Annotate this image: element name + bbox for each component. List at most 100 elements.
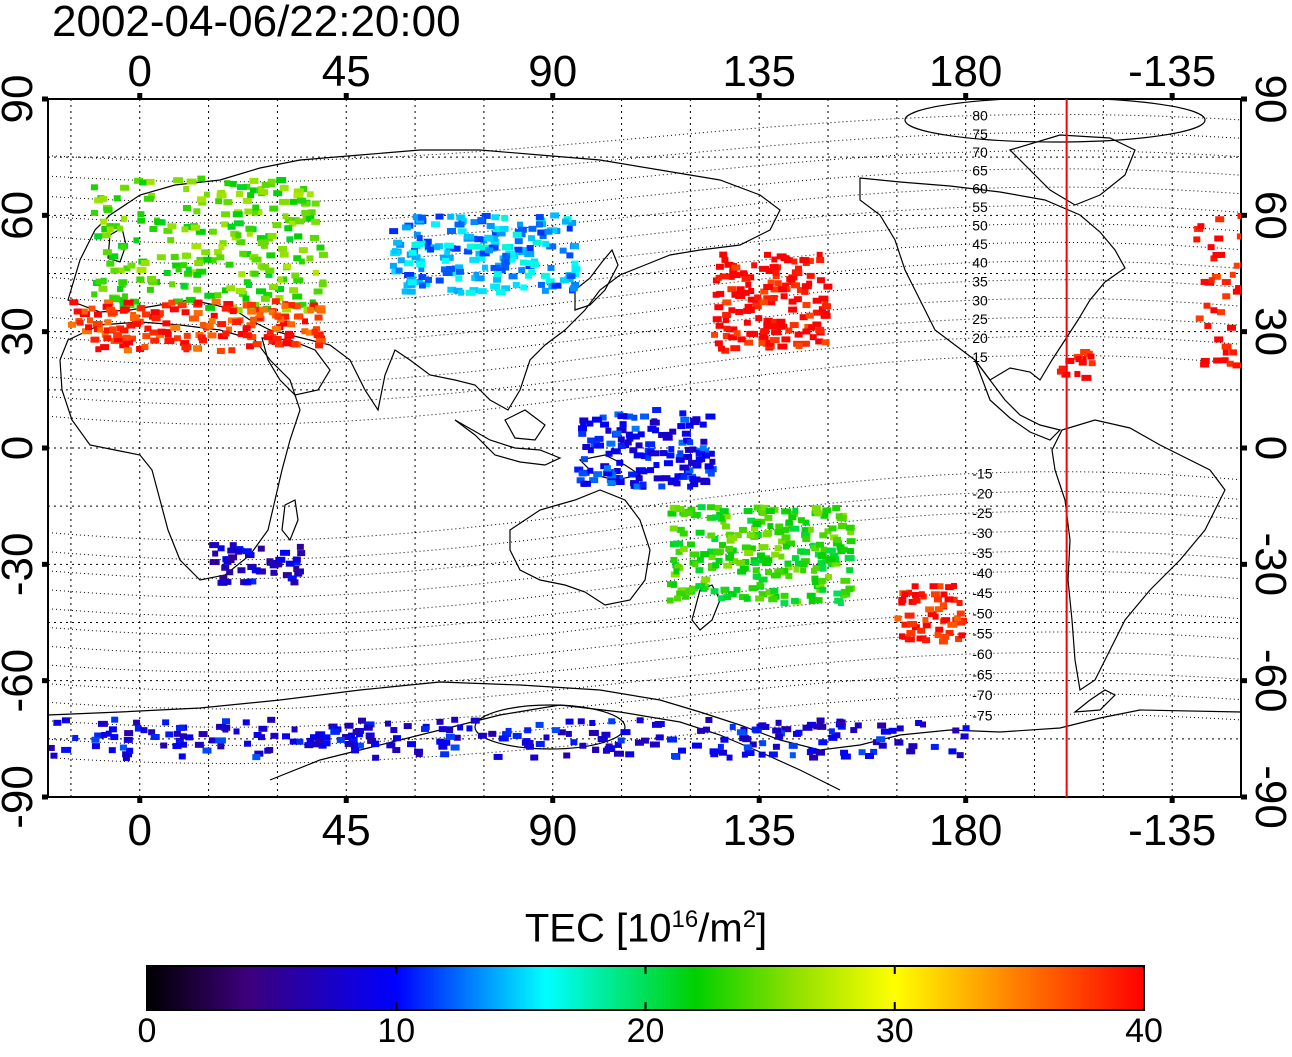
tec-cell — [113, 332, 123, 339]
tec-cell — [802, 328, 811, 335]
tec-cell — [614, 741, 622, 748]
tec-cell — [242, 548, 252, 555]
tec-cell — [633, 452, 644, 459]
tec-cell — [440, 751, 450, 758]
tec-cell — [122, 334, 131, 341]
lon-label-top: 135 — [723, 47, 796, 96]
tec-cell — [545, 278, 555, 285]
tec-cell — [411, 254, 421, 261]
tec-cell — [202, 747, 212, 754]
colorbar-tick-label: 0 — [137, 1012, 157, 1050]
tec-cell — [904, 636, 915, 643]
tec-cell — [669, 525, 678, 532]
tec-cell — [1200, 357, 1210, 364]
tec-cell — [447, 286, 457, 293]
tec-cell — [164, 338, 175, 345]
contour-label: -45 — [972, 585, 992, 601]
tec-cell — [752, 567, 760, 574]
tec-cell — [269, 205, 279, 212]
tec-cell — [591, 416, 602, 423]
tec-cell — [802, 340, 810, 347]
tec-cell — [466, 243, 474, 250]
tec-cell — [221, 287, 228, 294]
tec-cell — [272, 222, 282, 229]
tec-cell — [501, 285, 511, 292]
tec-cell — [679, 410, 687, 417]
tec-cell — [490, 264, 501, 271]
contour-label: 70 — [972, 144, 988, 160]
tec-cell — [435, 213, 444, 220]
tec-cell — [947, 621, 958, 628]
tec-cell — [845, 524, 855, 531]
tec-cell — [1282, 281, 1290, 287]
tec-cell — [805, 312, 814, 319]
tec-cell — [134, 725, 142, 732]
tec-cell — [1208, 277, 1215, 284]
tec-cell — [229, 542, 237, 549]
tec-cell — [835, 513, 843, 520]
tec-cell — [719, 749, 728, 756]
tec-cell — [177, 302, 187, 309]
tec-cell — [175, 266, 182, 273]
tec-cell — [720, 513, 731, 520]
tec-cell — [363, 724, 373, 731]
tec-cell — [616, 427, 627, 434]
tec-cell — [802, 536, 811, 543]
tec-cell — [249, 316, 257, 323]
tec-cell — [758, 722, 767, 729]
tec-cell — [524, 742, 532, 749]
tec-cell — [574, 466, 584, 473]
tec-cell — [281, 306, 291, 313]
tec-cell — [50, 752, 58, 759]
tec-cell — [498, 735, 509, 742]
tec-cell — [104, 319, 112, 326]
tec-cell — [216, 254, 225, 261]
tec-cell — [1265, 270, 1273, 276]
tec-cell — [721, 523, 730, 530]
tec-cell — [185, 734, 194, 741]
tec-cell — [193, 310, 203, 317]
tec-cell — [588, 729, 599, 736]
tec-cell — [101, 232, 111, 239]
tec-cell — [524, 260, 535, 267]
tec-cell — [714, 504, 722, 511]
tec-cell — [570, 739, 578, 746]
tec-cell — [782, 526, 790, 533]
tec-cell — [136, 345, 145, 352]
tec-cell — [209, 559, 220, 566]
tec-cell — [767, 279, 775, 286]
tec-cell — [930, 743, 939, 750]
tec-cell — [712, 291, 720, 298]
tec-cell — [285, 560, 295, 567]
tec-cell — [547, 264, 555, 271]
tec-cell — [527, 235, 535, 242]
lon-label-bottom: -135 — [1128, 806, 1216, 855]
tec-cell — [100, 344, 110, 351]
tec-cell — [800, 558, 810, 565]
tec-cell — [155, 332, 164, 339]
tec-cell — [593, 471, 603, 478]
tec-cell — [1229, 271, 1236, 278]
tec-cell — [108, 747, 116, 754]
tec-cell — [194, 260, 204, 267]
tec-cell — [833, 536, 842, 543]
tec-cell — [120, 327, 129, 334]
tec-cell — [352, 729, 360, 736]
tec-cell — [257, 240, 267, 247]
tec-cell — [137, 217, 146, 224]
tec-cell — [808, 598, 816, 605]
tec-cell — [229, 180, 237, 187]
tec-cell — [820, 310, 830, 317]
tec-cell — [242, 325, 251, 332]
tec-cell — [1270, 363, 1278, 369]
tec-cell — [819, 586, 827, 593]
tec-cell — [1266, 245, 1272, 251]
tec-cell — [169, 281, 176, 288]
tec-cell — [267, 178, 276, 185]
tec-cell — [770, 294, 778, 301]
tec-cell — [278, 245, 288, 252]
tec-cell — [103, 335, 112, 342]
tec-cell — [215, 737, 226, 744]
tec-cell — [294, 570, 303, 577]
tec-cell — [799, 548, 810, 555]
